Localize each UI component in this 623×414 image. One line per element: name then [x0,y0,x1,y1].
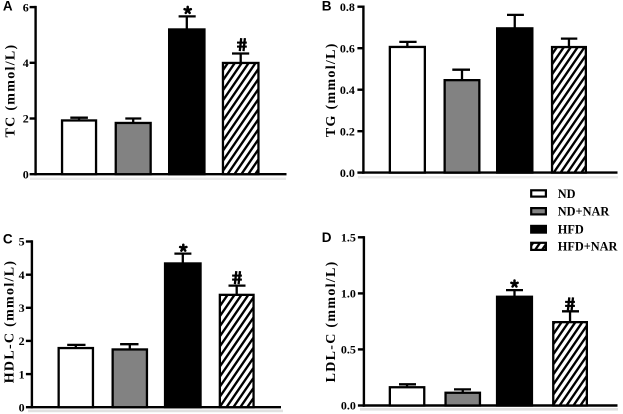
svg-text:TC (mmol/L): TC (mmol/L) [4,43,19,137]
svg-text:HDL-C (mmol/L): HDL-C (mmol/L) [3,260,18,384]
svg-text:LDL-C (mmol/L): LDL-C (mmol/L) [324,260,339,382]
svg-text:2: 2 [19,334,25,348]
svg-text:D: D [322,230,332,245]
svg-text:0.6: 0.6 [340,41,355,55]
svg-text:TG (mmol/L): TG (mmol/L) [324,42,339,137]
svg-text:B: B [322,0,332,14]
svg-text:1: 1 [19,367,25,381]
svg-text:1.5: 1.5 [341,231,356,245]
svg-text:0.8: 0.8 [340,0,355,14]
svg-text:1.0: 1.0 [341,287,356,301]
svg-text:2: 2 [23,112,29,126]
svg-text:6: 6 [23,0,29,14]
svg-text:0: 0 [19,400,25,414]
svg-text:0.4: 0.4 [340,83,355,97]
svg-text:0.0: 0.0 [341,399,356,413]
svg-text:0.5: 0.5 [341,343,356,357]
svg-text:4: 4 [23,56,29,70]
svg-text:0.0: 0.0 [340,166,355,180]
svg-text:HFD: HFD [558,223,584,237]
svg-text:0: 0 [23,167,29,181]
svg-text:3: 3 [19,301,25,315]
svg-text:A: A [3,0,13,14]
svg-text:5: 5 [19,235,25,249]
svg-text:4: 4 [19,268,25,282]
svg-text:ND: ND [558,187,576,201]
svg-text:0.2: 0.2 [340,124,355,138]
svg-text:C: C [3,232,13,247]
svg-text:ND+NAR: ND+NAR [558,205,610,219]
svg-text:HFD+NAR: HFD+NAR [558,240,618,254]
